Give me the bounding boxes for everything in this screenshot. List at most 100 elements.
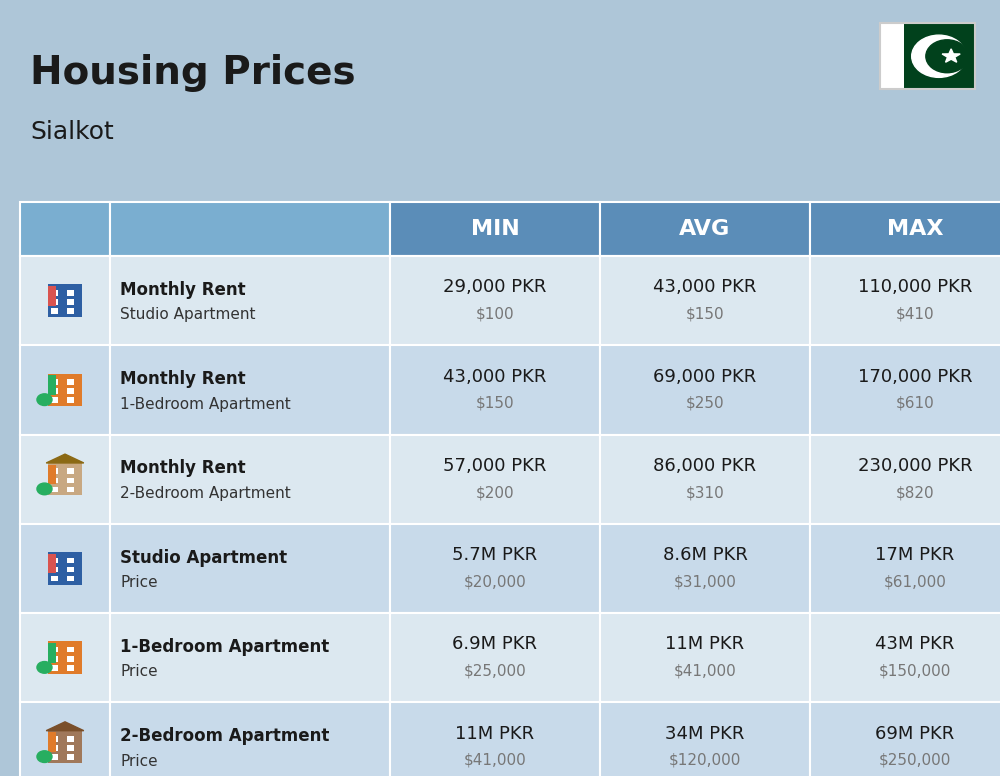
FancyBboxPatch shape — [810, 435, 1000, 524]
FancyBboxPatch shape — [67, 656, 74, 662]
FancyBboxPatch shape — [51, 745, 58, 751]
FancyBboxPatch shape — [67, 566, 74, 573]
Text: $610: $610 — [896, 396, 934, 411]
FancyBboxPatch shape — [51, 576, 58, 581]
Text: $250,000: $250,000 — [879, 753, 951, 767]
Circle shape — [912, 35, 966, 78]
Text: 6.9M PKR: 6.9M PKR — [452, 636, 538, 653]
FancyBboxPatch shape — [67, 665, 74, 670]
FancyBboxPatch shape — [600, 524, 810, 613]
Circle shape — [37, 394, 52, 406]
FancyBboxPatch shape — [810, 345, 1000, 435]
FancyBboxPatch shape — [67, 487, 74, 492]
Text: 1-Bedroom Apartment: 1-Bedroom Apartment — [120, 638, 329, 656]
Text: $150: $150 — [476, 396, 514, 411]
FancyBboxPatch shape — [390, 256, 600, 345]
FancyBboxPatch shape — [810, 256, 1000, 345]
Text: $41,000: $41,000 — [464, 753, 526, 767]
Text: MIN: MIN — [471, 219, 519, 239]
FancyBboxPatch shape — [600, 202, 810, 256]
Text: AVG: AVG — [679, 219, 731, 239]
Text: $41,000: $41,000 — [674, 663, 736, 678]
Text: $100: $100 — [476, 307, 514, 321]
FancyBboxPatch shape — [48, 376, 56, 395]
FancyBboxPatch shape — [390, 435, 600, 524]
Text: 43,000 PKR: 43,000 PKR — [443, 368, 547, 386]
FancyBboxPatch shape — [67, 576, 74, 581]
FancyBboxPatch shape — [20, 345, 110, 435]
FancyBboxPatch shape — [48, 643, 56, 663]
FancyBboxPatch shape — [51, 308, 58, 314]
Text: 43,000 PKR: 43,000 PKR — [653, 279, 757, 296]
FancyBboxPatch shape — [20, 524, 110, 613]
FancyBboxPatch shape — [51, 665, 58, 670]
FancyBboxPatch shape — [67, 379, 74, 385]
Text: $250: $250 — [686, 396, 724, 411]
Text: Studio Apartment: Studio Apartment — [120, 307, 256, 323]
FancyBboxPatch shape — [110, 702, 390, 776]
FancyBboxPatch shape — [67, 388, 74, 394]
Text: 11M PKR: 11M PKR — [665, 636, 745, 653]
FancyBboxPatch shape — [51, 487, 58, 492]
Text: MAX: MAX — [887, 219, 943, 239]
Text: $31,000: $31,000 — [674, 574, 736, 589]
Text: Housing Prices: Housing Prices — [30, 54, 356, 92]
FancyBboxPatch shape — [51, 379, 58, 385]
FancyBboxPatch shape — [880, 23, 904, 89]
FancyBboxPatch shape — [51, 397, 58, 403]
Polygon shape — [46, 722, 84, 731]
FancyBboxPatch shape — [390, 345, 600, 435]
Text: 8.6M PKR: 8.6M PKR — [663, 546, 747, 564]
Text: Studio Apartment: Studio Apartment — [120, 549, 287, 566]
FancyBboxPatch shape — [20, 435, 110, 524]
Text: Sialkot: Sialkot — [30, 120, 114, 144]
Text: 34M PKR: 34M PKR — [665, 725, 745, 743]
Text: Monthly Rent: Monthly Rent — [120, 281, 246, 299]
FancyBboxPatch shape — [904, 23, 975, 89]
FancyBboxPatch shape — [67, 397, 74, 403]
FancyBboxPatch shape — [48, 374, 82, 406]
FancyBboxPatch shape — [51, 299, 58, 305]
FancyBboxPatch shape — [110, 256, 390, 345]
FancyBboxPatch shape — [51, 469, 58, 474]
FancyBboxPatch shape — [67, 736, 74, 742]
Circle shape — [37, 662, 52, 674]
FancyBboxPatch shape — [810, 702, 1000, 776]
Text: $820: $820 — [896, 485, 934, 500]
FancyBboxPatch shape — [51, 388, 58, 394]
Text: 2-Bedroom Apartment: 2-Bedroom Apartment — [120, 486, 291, 501]
FancyBboxPatch shape — [67, 308, 74, 314]
FancyBboxPatch shape — [20, 702, 110, 776]
Text: $120,000: $120,000 — [669, 753, 741, 767]
FancyBboxPatch shape — [67, 299, 74, 305]
FancyBboxPatch shape — [20, 613, 110, 702]
FancyBboxPatch shape — [600, 345, 810, 435]
FancyBboxPatch shape — [67, 477, 74, 483]
FancyBboxPatch shape — [51, 647, 58, 653]
FancyBboxPatch shape — [48, 731, 82, 763]
Circle shape — [37, 483, 52, 495]
Text: $310: $310 — [686, 485, 724, 500]
FancyBboxPatch shape — [110, 613, 390, 702]
Text: $25,000: $25,000 — [464, 663, 526, 678]
Text: 17M PKR: 17M PKR — [875, 546, 955, 564]
FancyBboxPatch shape — [110, 345, 390, 435]
FancyBboxPatch shape — [51, 656, 58, 662]
FancyBboxPatch shape — [48, 553, 82, 584]
Text: 5.7M PKR: 5.7M PKR — [452, 546, 538, 564]
FancyBboxPatch shape — [51, 736, 58, 742]
Text: Price: Price — [120, 753, 158, 769]
FancyBboxPatch shape — [67, 558, 74, 563]
Text: 69,000 PKR: 69,000 PKR — [653, 368, 757, 386]
FancyBboxPatch shape — [600, 435, 810, 524]
Text: 43M PKR: 43M PKR — [875, 636, 955, 653]
FancyBboxPatch shape — [810, 524, 1000, 613]
Text: Price: Price — [120, 575, 158, 591]
Text: 69M PKR: 69M PKR — [875, 725, 955, 743]
FancyBboxPatch shape — [810, 202, 1000, 256]
FancyBboxPatch shape — [20, 256, 110, 345]
FancyBboxPatch shape — [67, 469, 74, 474]
FancyBboxPatch shape — [48, 463, 82, 495]
Text: 1-Bedroom Apartment: 1-Bedroom Apartment — [120, 397, 291, 412]
Text: 170,000 PKR: 170,000 PKR — [858, 368, 972, 386]
